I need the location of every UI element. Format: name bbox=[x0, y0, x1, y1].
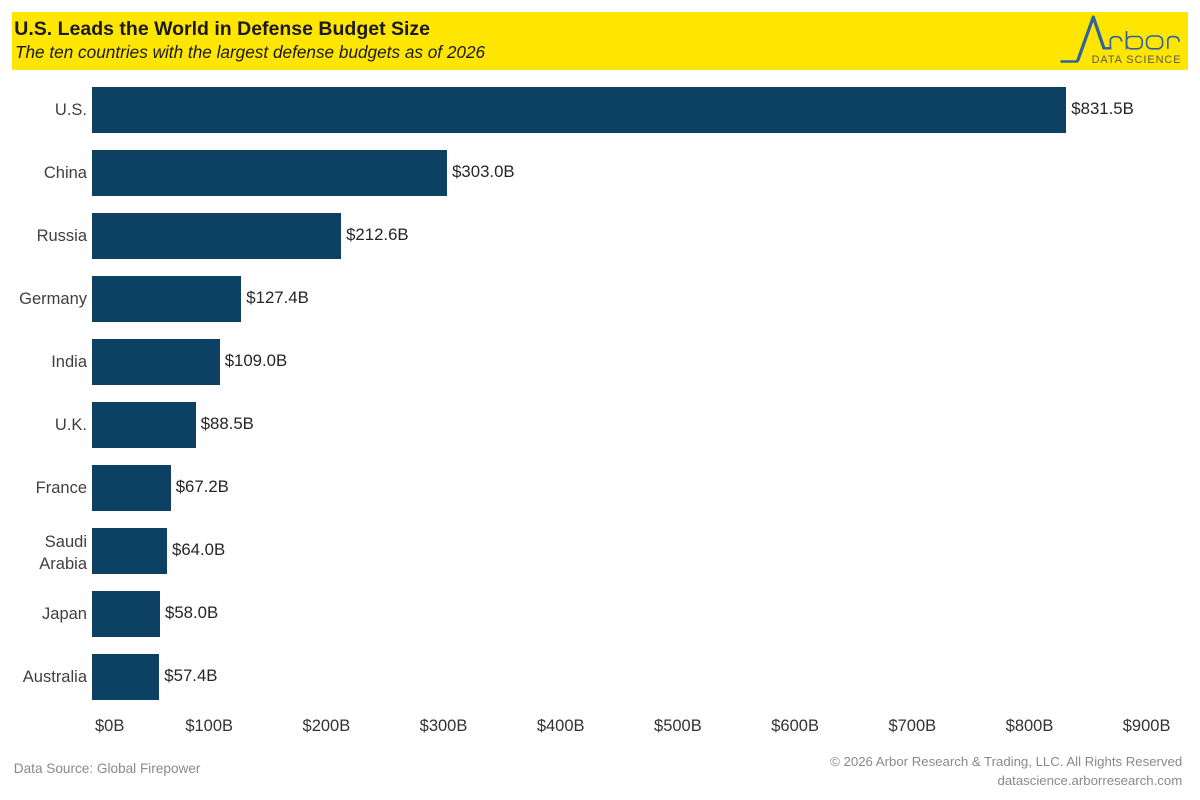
svg-text:DATA SCIENCE: DATA SCIENCE bbox=[1092, 54, 1182, 66]
